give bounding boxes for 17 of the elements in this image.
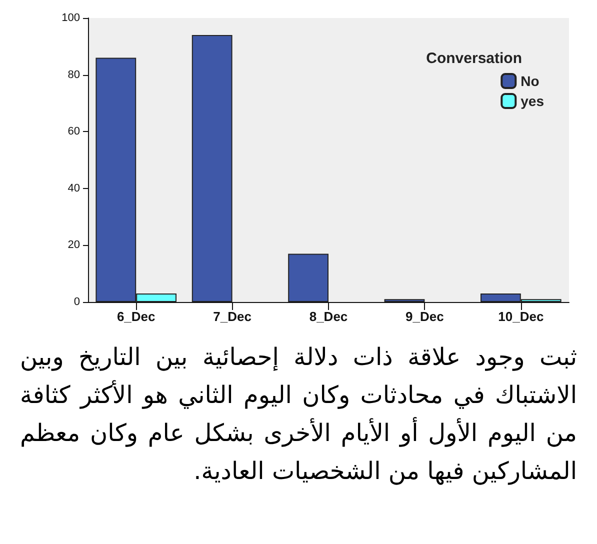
y-tick-label: 20 [68, 239, 80, 252]
x-tick-label: 7_Dec [213, 309, 252, 324]
bar [192, 35, 232, 302]
y-tick-label: 100 [62, 12, 80, 24]
x-tick-label: 9_Dec [406, 309, 444, 324]
y-tick-label: 80 [68, 68, 80, 81]
bar [288, 254, 328, 302]
y-tick-label: 40 [68, 182, 80, 194]
y-tick-label: 60 [68, 126, 80, 138]
x-tick-label: 8_Dec [309, 309, 348, 324]
legend-title: Conversation [426, 50, 522, 67]
legend-label: No [520, 73, 540, 89]
text: ثبت وجود علاقة ذات دلالة إحصائية بين التاريخ وبين الاشتباك في محادثات وكان اليوم الثاني هو الأكثر كثافة من اليوم الأول أو الأيام الأخرى بشكل عام وكان معظم المشاركين فيها من الشخصيات العادية. [19, 342, 578, 487]
y-tick-label: 0 [74, 296, 80, 308]
legend-label: yes [520, 93, 544, 109]
x-tick-label: 10_Dec [498, 309, 544, 324]
x-tick-label: 6_Dec [116, 309, 156, 324]
